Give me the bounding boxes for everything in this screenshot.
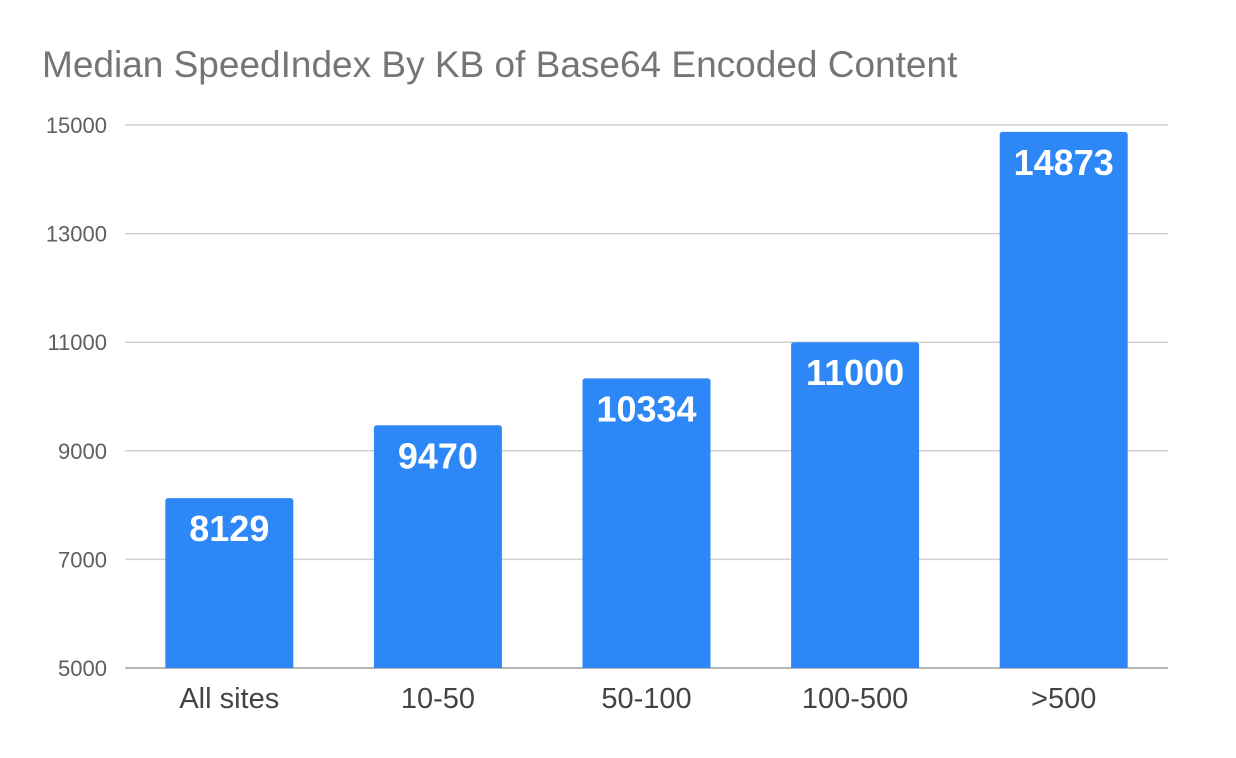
- x-axis-ticks: All sites 10-50 50-100 100-500 >500: [179, 683, 1096, 715]
- y-tick-label: 11000: [47, 330, 107, 355]
- bar: [791, 342, 920, 668]
- x-tick-label: All sites: [179, 683, 279, 715]
- data-label: 8129: [189, 508, 269, 549]
- bar: [582, 378, 711, 668]
- x-tick-label: 100-500: [802, 683, 908, 715]
- data-label: 9470: [398, 435, 478, 476]
- chart-title: Median SpeedIndex By KB of Base64 Encode…: [42, 44, 958, 85]
- y-tick-label: 7000: [58, 547, 107, 572]
- y-tick-label: 9000: [58, 439, 107, 464]
- data-labels: 8129 9470 10334 11000 14873: [189, 142, 1114, 549]
- data-label: 10334: [596, 388, 696, 429]
- data-label: 11000: [806, 352, 904, 393]
- x-tick-label: 10-50: [401, 683, 475, 715]
- y-tick-label: 13000: [46, 222, 107, 247]
- data-label: 14873: [1014, 142, 1114, 183]
- y-tick-label: 5000: [58, 656, 107, 681]
- bar: [999, 131, 1128, 668]
- bars: [165, 131, 1128, 668]
- bar: [165, 498, 294, 668]
- x-tick-label: >500: [1031, 683, 1096, 715]
- y-tick-label: 15000: [46, 113, 107, 138]
- x-tick-label: 50-100: [601, 683, 691, 715]
- y-axis-ticks: 5000 7000 9000 11000 13000 15000: [46, 113, 107, 681]
- bar: [373, 425, 502, 668]
